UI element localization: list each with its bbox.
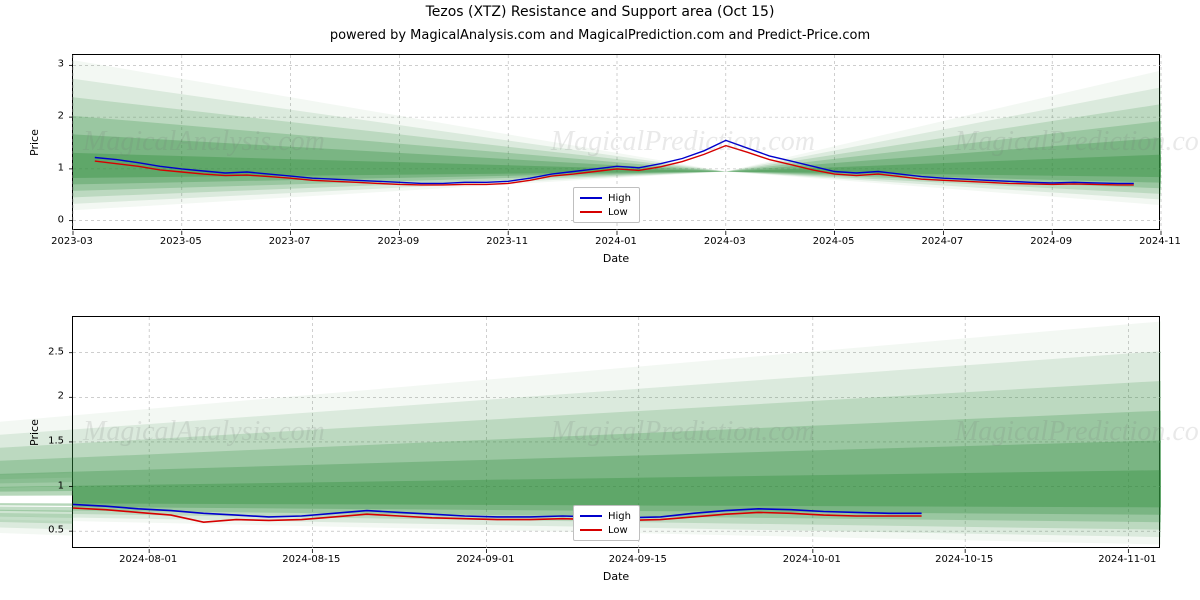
x-axis-label: Date: [603, 570, 629, 583]
x-axis-label: Date: [603, 252, 629, 265]
y-tick-label: 2: [58, 391, 64, 402]
y-tick-label: 1.5: [48, 435, 64, 446]
x-tick-label: 2023-05: [160, 236, 202, 247]
x-tick-label: 2023-03: [51, 236, 93, 247]
figure: Tezos (XTZ) Resistance and Support area …: [0, 0, 1200, 600]
x-tick-label: 2024-11-01: [1098, 554, 1156, 565]
y-tick-label: 0.5: [48, 525, 64, 536]
legend: High Low: [573, 187, 640, 223]
legend-label: Low: [608, 207, 628, 218]
y-axis-label: Price: [28, 419, 41, 446]
y-tick-label: 2: [58, 111, 64, 122]
y-tick-label: 1: [58, 162, 64, 173]
y-tick-label: 1: [58, 480, 64, 491]
bottom-chart-panel: MagicalAnalysis.com MagicalPrediction.co…: [72, 316, 1160, 548]
y-tick-label: 3: [58, 59, 64, 70]
x-tick-label: 2023-07: [269, 236, 311, 247]
x-tick-label: 2024-08-15: [282, 554, 340, 565]
legend-swatch: [580, 529, 602, 531]
legend-item: Low: [580, 205, 631, 219]
legend-label: High: [608, 511, 631, 522]
legend-item: Low: [580, 523, 631, 537]
legend-item: High: [580, 191, 631, 205]
x-tick-label: 2024-11: [1139, 236, 1181, 247]
legend: High Low: [573, 505, 640, 541]
top-chart-panel: MagicalAnalysis.com MagicalPrediction.co…: [72, 54, 1160, 230]
legend-swatch: [580, 515, 602, 517]
x-tick-label: 2024-09-15: [609, 554, 667, 565]
x-tick-label: 2023-09: [377, 236, 419, 247]
y-axis-label: Price: [28, 129, 41, 156]
x-tick-label: 2024-10-15: [935, 554, 993, 565]
x-tick-label: 2024-01: [595, 236, 637, 247]
legend-item: High: [580, 509, 631, 523]
x-tick-label: 2024-03: [704, 236, 746, 247]
x-tick-label: 2024-05: [813, 236, 855, 247]
legend-label: High: [608, 193, 631, 204]
x-tick-label: 2023-11: [486, 236, 528, 247]
x-tick-label: 2024-09: [1030, 236, 1072, 247]
x-tick-label: 2024-07: [921, 236, 963, 247]
x-tick-label: 2024-08-01: [119, 554, 177, 565]
legend-swatch: [580, 211, 602, 213]
y-tick-label: 0: [58, 214, 64, 225]
legend-label: Low: [608, 525, 628, 536]
x-tick-label: 2024-10-01: [783, 554, 841, 565]
legend-swatch: [580, 197, 602, 199]
y-tick-label: 2.5: [48, 346, 64, 357]
chart-title: Tezos (XTZ) Resistance and Support area …: [0, 4, 1200, 20]
x-tick-label: 2024-09-01: [456, 554, 514, 565]
chart-subtitle: powered by MagicalAnalysis.com and Magic…: [0, 28, 1200, 43]
